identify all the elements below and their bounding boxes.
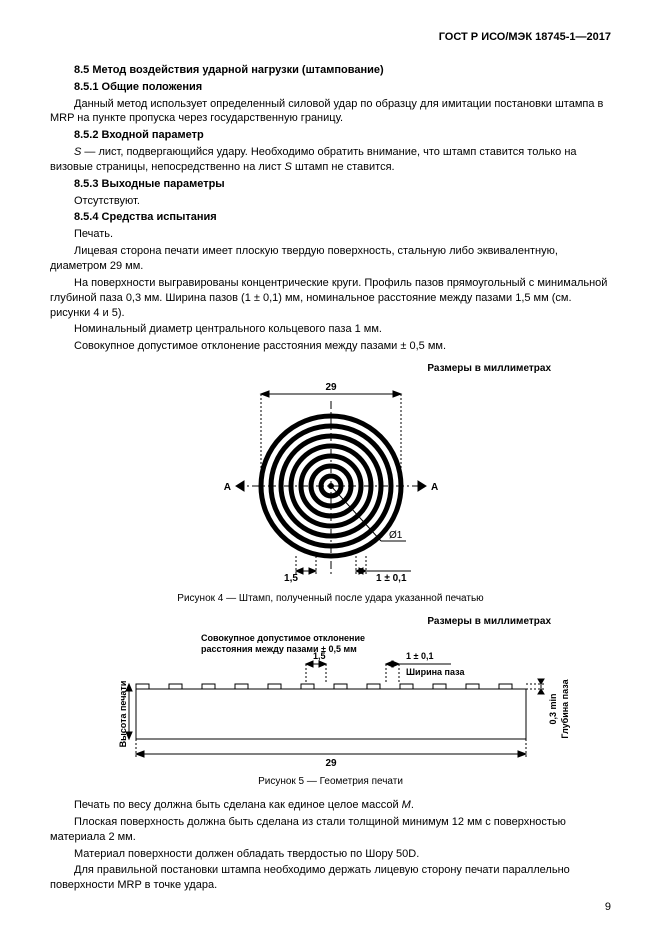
txt: Печать по весу должна быть сделана как е… [74, 799, 402, 811]
sec-title: Входной параметр [102, 129, 204, 141]
svg-text:A: A [223, 482, 230, 493]
figure-5: Совокупное допустимое отклонение расстоя… [50, 629, 611, 769]
tail-p2: Плоская поверхность должна быть сделана … [50, 815, 611, 845]
p-8-5-4-4: Номинальный диаметр центрального кольцев… [50, 322, 611, 337]
sec-num: 8.5.3 [74, 178, 98, 190]
depth-lbl: Глубина паза [560, 678, 570, 738]
dim-1p5: 1,5 [313, 651, 326, 661]
tail-p4: Для правильной постановки штампа необход… [50, 863, 611, 893]
figure-4: 29 [50, 376, 611, 586]
dim-1p5: 1,5 [284, 573, 298, 584]
sec-title: Средства испытания [102, 211, 217, 223]
stamp-profile-svg: Совокупное допустимое отклонение расстоя… [71, 629, 591, 769]
fig4-dims-label: Размеры в миллиметрах [50, 362, 551, 376]
section-8-5: 8.5 Метод воздействия ударной нагрузки (… [50, 63, 611, 78]
p-8-5-4-1: Печать. [50, 227, 611, 242]
p-8-5-4-3: На поверхности выгравированы концентриче… [50, 276, 611, 321]
sec-num: 8.5.1 [74, 81, 98, 93]
sec-num: 8.5.2 [74, 129, 98, 141]
section-8-5-4: 8.5.4 Средства испытания [50, 210, 611, 225]
section-8-5-1: 8.5.1 Общие положения [50, 80, 611, 95]
fig4-caption: Рисунок 4 — Штамп, полученный после удар… [50, 592, 611, 606]
depth-val: 0,3 min [548, 693, 558, 724]
tail-p3: Материал поверхности должен обладать тве… [50, 847, 611, 862]
sec-num: 8.5 [74, 64, 89, 76]
dim-1pm: 1 ± 0,1 [376, 573, 407, 584]
sec-num: 8.5.4 [74, 211, 98, 223]
p-8-5-2-1: S — лист, подвергающийся удару. Необходи… [50, 145, 611, 175]
dim-1pm: 1 ± 0,1 [406, 651, 433, 661]
dim-29: 29 [325, 758, 337, 769]
var-s2: S [285, 161, 292, 173]
dim-d1: Ø1 [389, 530, 403, 541]
stamp-rings-svg: 29 [181, 376, 481, 586]
standard-header: ГОСТ Р ИСО/МЭК 18745-1—2017 [50, 30, 611, 45]
sec-title: Общие положения [102, 81, 203, 93]
width-label: Ширина паза [406, 667, 465, 677]
p-8-5-4-5: Совокупное допустимое отклонение расстоя… [50, 339, 611, 354]
txt2: . [411, 799, 414, 811]
dim-29: 29 [325, 382, 337, 393]
tol-line1: Совокупное допустимое отклонение [201, 633, 365, 643]
p-8-5-3-1: Отсутствуют. [50, 194, 611, 209]
var-m: M [402, 799, 411, 811]
page-number: 9 [605, 900, 611, 915]
page: ГОСТ Р ИСО/МЭК 18745-1—2017 8.5 Метод во… [0, 0, 661, 935]
tol-line2: расстояния между пазами ± 0,5 мм [201, 644, 357, 654]
sec-title: Выходные параметры [102, 178, 225, 190]
txt2: штамп не ставится. [292, 161, 395, 173]
tail-p1: Печать по весу должна быть сделана как е… [50, 798, 611, 813]
section-8-5-3: 8.5.3 Выходные параметры [50, 177, 611, 192]
sec-title: Метод воздействия ударной нагрузки (штам… [92, 64, 383, 76]
section-8-5-2: 8.5.2 Входной параметр [50, 128, 611, 143]
p-8-5-1-1: Данный метод использует определенный сил… [50, 97, 611, 127]
fig5-dims-label: Размеры в миллиметрах [50, 615, 551, 629]
fig5-caption: Рисунок 5 — Геометрия печати [50, 775, 611, 789]
svg-text:A: A [431, 482, 438, 493]
p-8-5-4-2: Лицевая сторона печати имеет плоскую тве… [50, 244, 611, 274]
